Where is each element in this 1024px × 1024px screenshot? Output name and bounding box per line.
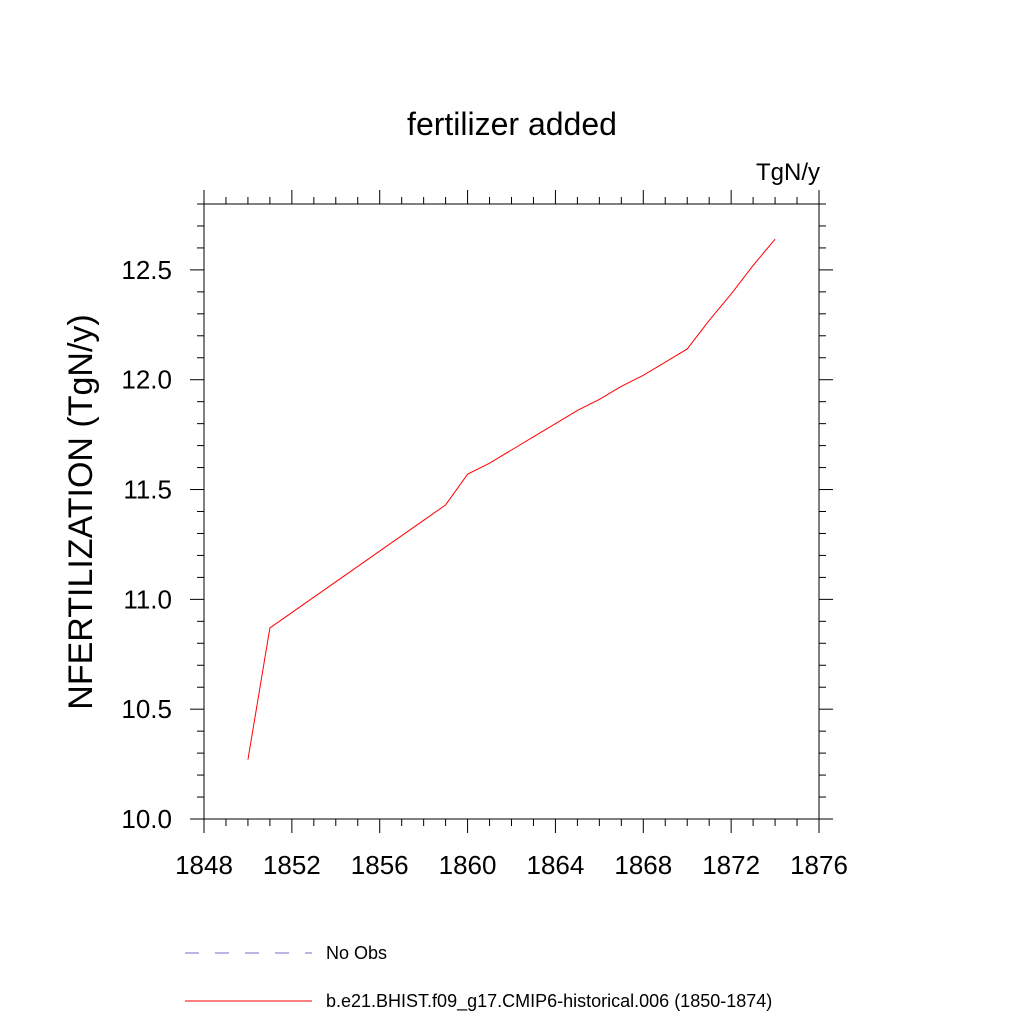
axis-ticks xyxy=(190,190,833,833)
y-tick-label: 10.0 xyxy=(121,804,172,834)
x-tick-label: 1852 xyxy=(263,850,321,880)
legend: No Obs b.e21.BHIST.f09_g17.CMIP6-histori… xyxy=(185,943,772,1012)
x-tick-label: 1876 xyxy=(790,850,848,880)
x-tick-label: 1872 xyxy=(702,850,760,880)
legend-label-historical: b.e21.BHIST.f09_g17.CMIP6-historical.006… xyxy=(326,991,772,1012)
plot-frame xyxy=(203,203,820,820)
legend-label-no-obs: No Obs xyxy=(326,943,387,963)
chart-title: fertilizer added xyxy=(407,106,617,142)
y-tick-label: 10.5 xyxy=(121,694,172,724)
y-axis-label: NFERTILIZATION (TgN/y) xyxy=(62,314,100,709)
axis-tick-labels: 1848 1852 1856 1860 1864 1868 1872 1876 10.0 10.5… xyxy=(121,255,848,880)
x-tick-label: 1848 xyxy=(175,850,233,880)
x-tick-label: 1864 xyxy=(527,850,585,880)
x-tick-label: 1856 xyxy=(351,850,409,880)
y-tick-label: 12.5 xyxy=(121,255,172,285)
units-label: TgN/y xyxy=(756,159,820,186)
y-tick-label: 12.0 xyxy=(121,365,172,395)
x-tick-label: 1868 xyxy=(614,850,672,880)
series-layer xyxy=(247,238,776,760)
x-tick-label: 1860 xyxy=(439,850,497,880)
series-line-0 xyxy=(247,238,776,760)
y-tick-label: 11.5 xyxy=(123,475,172,505)
y-tick-label: 11.0 xyxy=(123,584,172,614)
